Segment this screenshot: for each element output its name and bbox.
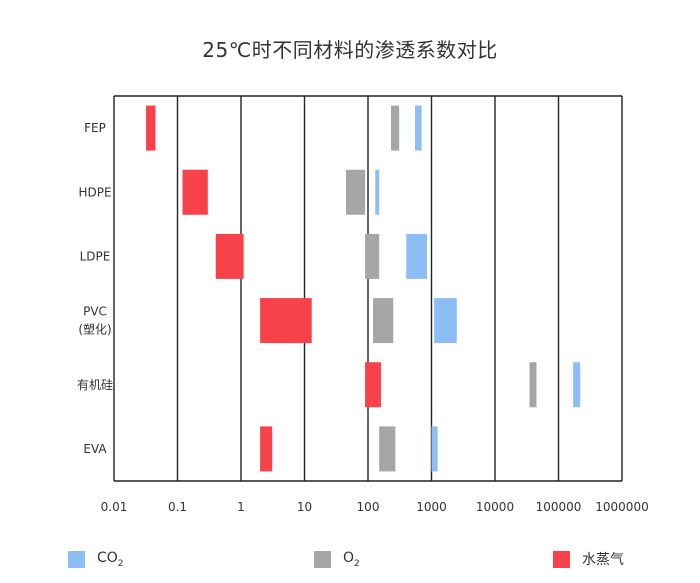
range-bar	[431, 426, 438, 472]
x-tick-label: 1000	[416, 500, 447, 514]
x-tick-label: 100	[357, 500, 380, 514]
legend-label-h2o: 水蒸气	[582, 552, 624, 568]
category-label: 有机硅	[77, 377, 113, 391]
x-tick-label: 1	[237, 500, 245, 514]
range-bar	[379, 426, 396, 472]
legend-swatch-co2	[68, 550, 85, 568]
legend-swatch-h2o	[553, 550, 570, 568]
legend-label-o2: O2	[343, 549, 360, 569]
category-label: PVC (塑化)	[78, 304, 111, 336]
chart-title: 25℃时不同材料的渗透系数对比	[202, 38, 498, 62]
category-labels: FEP HDPE LDPE PVC (塑化) 有机硅 EVA	[77, 121, 113, 456]
range-bar	[434, 298, 457, 344]
x-tick-label: 0.1	[168, 500, 187, 514]
category-label: LDPE	[80, 249, 111, 263]
x-tick-label: 10000	[476, 500, 514, 514]
range-bar	[415, 105, 422, 151]
x-tick-label: 0.01	[101, 500, 128, 514]
category-label: HDPE	[78, 185, 111, 199]
x-tick-label: 100000	[536, 500, 582, 514]
range-bar	[215, 233, 244, 279]
range-bar	[375, 169, 380, 215]
range-bar	[365, 233, 380, 279]
legend-swatch-o2	[314, 550, 331, 568]
grid-lines	[113, 95, 623, 482]
range-bar	[260, 426, 273, 472]
range-bar	[390, 105, 400, 151]
range-bar	[406, 233, 428, 279]
range-bar	[573, 362, 581, 408]
range-bar	[345, 169, 366, 215]
range-bar	[529, 362, 537, 408]
range-bar	[182, 169, 208, 215]
range-bars	[146, 105, 581, 472]
legend-label-co2: CO2	[97, 549, 124, 569]
legend-item-o2: O2	[314, 548, 360, 570]
range-bar	[365, 362, 381, 408]
category-label: EVA	[83, 441, 107, 455]
x-tick-label: 1000000	[595, 500, 648, 514]
range-bar	[146, 105, 156, 151]
x-tick-label: 10	[297, 500, 312, 514]
x-tick-labels: 0.01 0.1 1 10 100 1000 10000 100000 1000000	[101, 500, 649, 514]
legend-item-h2o: 水蒸气	[553, 548, 624, 570]
range-bar	[260, 298, 312, 344]
legend-item-co2: CO2	[68, 548, 124, 570]
category-label: FEP	[84, 121, 106, 135]
range-bar	[373, 298, 394, 344]
